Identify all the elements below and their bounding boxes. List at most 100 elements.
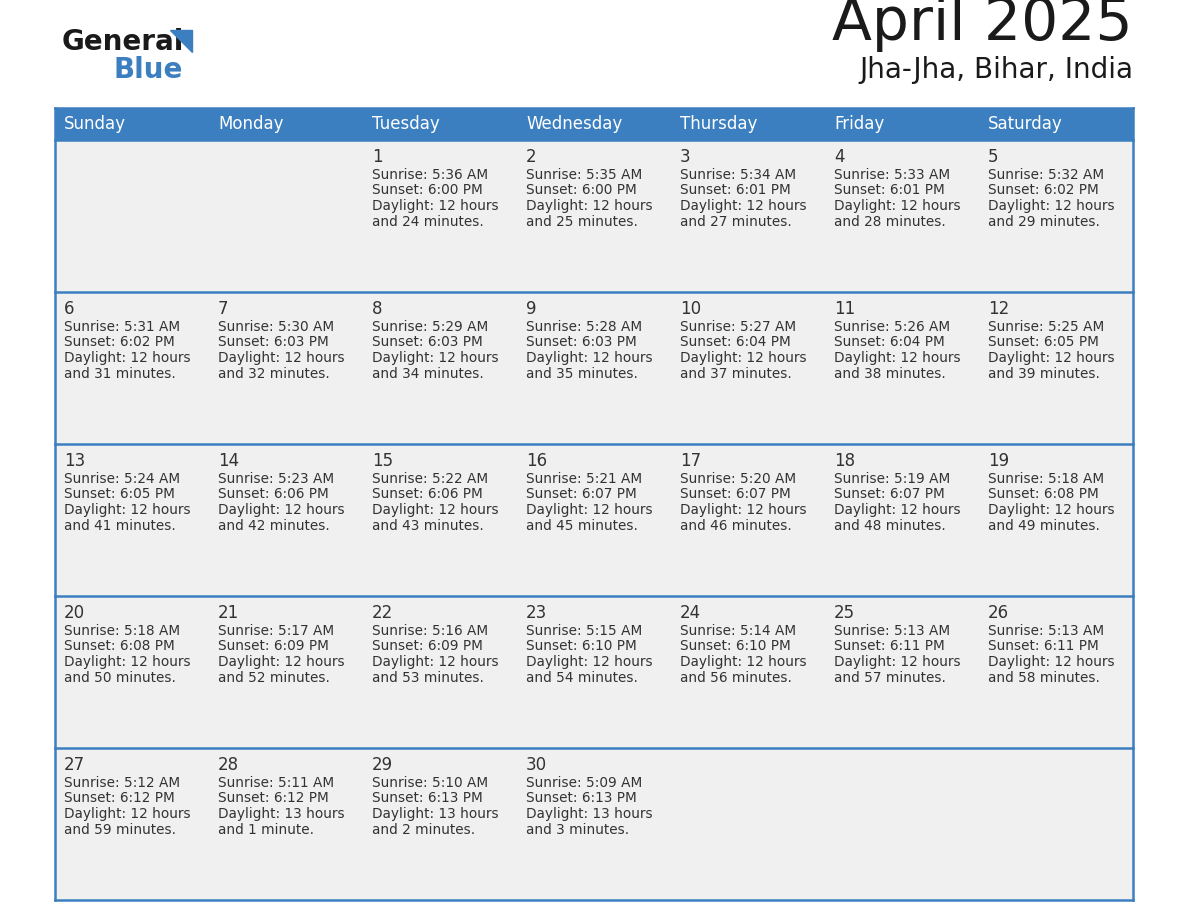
Text: and 58 minutes.: and 58 minutes.	[988, 670, 1100, 685]
Text: Sunset: 6:08 PM: Sunset: 6:08 PM	[64, 640, 175, 654]
Text: and 43 minutes.: and 43 minutes.	[372, 519, 484, 532]
Text: Daylight: 13 hours: Daylight: 13 hours	[372, 807, 499, 821]
Text: Daylight: 12 hours: Daylight: 12 hours	[64, 351, 190, 365]
Text: Sunset: 6:13 PM: Sunset: 6:13 PM	[372, 791, 482, 805]
Text: Sunset: 6:02 PM: Sunset: 6:02 PM	[988, 184, 1099, 197]
Text: 22: 22	[372, 604, 393, 622]
Bar	[824, 748, 979, 900]
Text: Sunrise: 5:27 AM: Sunrise: 5:27 AM	[680, 320, 796, 334]
Text: Daylight: 12 hours: Daylight: 12 hours	[526, 503, 652, 517]
Text: Sunrise: 5:36 AM: Sunrise: 5:36 AM	[372, 168, 488, 182]
Text: Monday: Monday	[219, 115, 284, 133]
Text: Daylight: 12 hours: Daylight: 12 hours	[64, 807, 190, 821]
Text: Daylight: 12 hours: Daylight: 12 hours	[988, 503, 1114, 517]
Text: Friday: Friday	[834, 115, 884, 133]
Text: and 53 minutes.: and 53 minutes.	[372, 670, 484, 685]
Text: Sunset: 6:03 PM: Sunset: 6:03 PM	[372, 335, 482, 350]
Bar	[671, 748, 824, 900]
Text: Daylight: 12 hours: Daylight: 12 hours	[834, 655, 961, 669]
Bar	[517, 748, 671, 900]
Text: 1: 1	[372, 148, 383, 166]
Text: Sunset: 6:07 PM: Sunset: 6:07 PM	[834, 487, 944, 501]
Text: and 1 minute.: and 1 minute.	[219, 823, 314, 836]
Text: Daylight: 13 hours: Daylight: 13 hours	[219, 807, 345, 821]
Bar	[824, 108, 979, 140]
Text: Sunrise: 5:13 AM: Sunrise: 5:13 AM	[834, 624, 950, 638]
Text: 12: 12	[988, 300, 1010, 318]
Text: 16: 16	[526, 452, 548, 470]
Text: Daylight: 12 hours: Daylight: 12 hours	[680, 655, 807, 669]
Text: and 24 minutes.: and 24 minutes.	[372, 215, 484, 229]
Bar	[824, 444, 979, 596]
Text: Blue: Blue	[114, 56, 183, 84]
Text: Sunset: 6:12 PM: Sunset: 6:12 PM	[64, 791, 175, 805]
Text: 15: 15	[372, 452, 393, 470]
Text: Sunset: 6:04 PM: Sunset: 6:04 PM	[680, 335, 791, 350]
Text: April 2025: April 2025	[833, 0, 1133, 52]
Text: Sunset: 6:05 PM: Sunset: 6:05 PM	[988, 335, 1099, 350]
Text: Daylight: 12 hours: Daylight: 12 hours	[526, 199, 652, 213]
Text: Sunset: 6:01 PM: Sunset: 6:01 PM	[834, 184, 944, 197]
Text: and 50 minutes.: and 50 minutes.	[64, 670, 176, 685]
Bar	[517, 596, 671, 748]
Bar	[824, 292, 979, 444]
Text: Sunrise: 5:35 AM: Sunrise: 5:35 AM	[526, 168, 643, 182]
Bar	[979, 596, 1133, 748]
Text: and 56 minutes.: and 56 minutes.	[680, 670, 792, 685]
Bar	[517, 140, 671, 292]
Text: Sunrise: 5:22 AM: Sunrise: 5:22 AM	[372, 472, 488, 486]
Text: 23: 23	[526, 604, 548, 622]
Bar	[671, 292, 824, 444]
Bar	[979, 108, 1133, 140]
Bar	[209, 444, 364, 596]
Text: Sunrise: 5:24 AM: Sunrise: 5:24 AM	[64, 472, 181, 486]
Text: 27: 27	[64, 756, 86, 774]
Text: Daylight: 12 hours: Daylight: 12 hours	[834, 503, 961, 517]
Text: Sunrise: 5:15 AM: Sunrise: 5:15 AM	[526, 624, 643, 638]
Text: and 28 minutes.: and 28 minutes.	[834, 215, 946, 229]
Text: Sunrise: 5:33 AM: Sunrise: 5:33 AM	[834, 168, 950, 182]
Text: Daylight: 12 hours: Daylight: 12 hours	[219, 655, 345, 669]
Bar	[517, 444, 671, 596]
Text: 6: 6	[64, 300, 75, 318]
Text: Daylight: 12 hours: Daylight: 12 hours	[680, 199, 807, 213]
Bar	[979, 748, 1133, 900]
Polygon shape	[170, 30, 192, 52]
Text: Wednesday: Wednesday	[526, 115, 623, 133]
Text: 28: 28	[219, 756, 239, 774]
Text: 18: 18	[834, 452, 855, 470]
Text: Sunrise: 5:18 AM: Sunrise: 5:18 AM	[64, 624, 181, 638]
Text: and 54 minutes.: and 54 minutes.	[526, 670, 638, 685]
Text: and 38 minutes.: and 38 minutes.	[834, 366, 946, 380]
Text: Daylight: 12 hours: Daylight: 12 hours	[219, 503, 345, 517]
Text: Daylight: 12 hours: Daylight: 12 hours	[834, 199, 961, 213]
Text: Sunday: Sunday	[64, 115, 126, 133]
Text: Saturday: Saturday	[988, 115, 1063, 133]
Text: Sunset: 6:03 PM: Sunset: 6:03 PM	[219, 335, 329, 350]
Text: 2: 2	[526, 148, 537, 166]
Text: 25: 25	[834, 604, 855, 622]
Text: and 39 minutes.: and 39 minutes.	[988, 366, 1100, 380]
Text: Daylight: 12 hours: Daylight: 12 hours	[988, 655, 1114, 669]
Text: and 59 minutes.: and 59 minutes.	[64, 823, 176, 836]
Bar	[209, 292, 364, 444]
Bar	[209, 596, 364, 748]
Bar	[55, 596, 209, 748]
Text: Sunrise: 5:32 AM: Sunrise: 5:32 AM	[988, 168, 1104, 182]
Text: 30: 30	[526, 756, 548, 774]
Bar	[979, 292, 1133, 444]
Text: Sunset: 6:11 PM: Sunset: 6:11 PM	[834, 640, 944, 654]
Text: Sunrise: 5:21 AM: Sunrise: 5:21 AM	[526, 472, 643, 486]
Bar	[671, 108, 824, 140]
Text: Sunset: 6:03 PM: Sunset: 6:03 PM	[526, 335, 637, 350]
Text: and 29 minutes.: and 29 minutes.	[988, 215, 1100, 229]
Bar	[517, 108, 671, 140]
Text: Sunrise: 5:13 AM: Sunrise: 5:13 AM	[988, 624, 1104, 638]
Text: Sunrise: 5:18 AM: Sunrise: 5:18 AM	[988, 472, 1104, 486]
Text: Sunset: 6:02 PM: Sunset: 6:02 PM	[64, 335, 175, 350]
Text: Daylight: 12 hours: Daylight: 12 hours	[834, 351, 961, 365]
Text: Thursday: Thursday	[680, 115, 758, 133]
Bar	[671, 596, 824, 748]
Bar	[979, 444, 1133, 596]
Text: 26: 26	[988, 604, 1009, 622]
